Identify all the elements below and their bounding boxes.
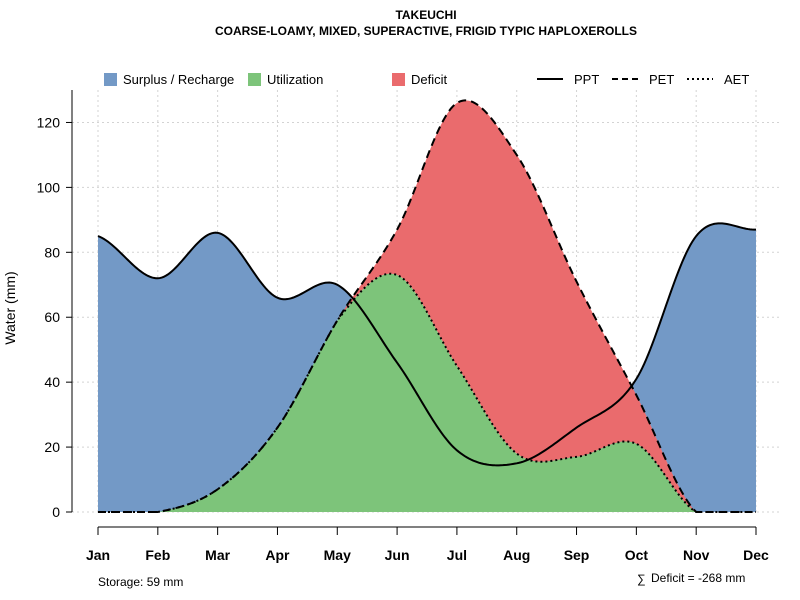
x-tick-label: May [324, 547, 351, 563]
area-deficit [98, 100, 756, 512]
series-line-aet [98, 272, 756, 513]
axis-layer: 0 20 40 60 80 100 120 Jan Feb Mar Apr May Jun Jul Aug S… [37, 90, 769, 563]
area-layer [98, 100, 756, 512]
x-tick-label: Feb [145, 547, 170, 563]
y-tick-label: 100 [37, 179, 61, 195]
legend-swatch-deficit [392, 73, 405, 86]
y-tick-label: 40 [44, 374, 60, 390]
y-tick-label: 80 [44, 244, 60, 260]
x-tick-label: Jan [86, 547, 110, 563]
legend-swatch-surplus [104, 73, 117, 86]
y-tick-label: 120 [37, 114, 61, 130]
legend-label-surplus: Surplus / Recharge [123, 72, 234, 87]
x-tick-label: Jun [385, 547, 410, 563]
x-tick-label: Mar [205, 547, 230, 563]
legend: Surplus / Recharge Utilization Deficit P… [104, 72, 749, 87]
x-tick-label: Oct [625, 547, 649, 563]
x-tick-label: Apr [265, 547, 290, 563]
y-tick-label: 20 [44, 439, 60, 455]
storage-note: Storage: 59 mm [98, 575, 183, 589]
x-tick-label: Jul [447, 547, 467, 563]
chart-subtitle: COARSE-LOAMY, MIXED, SUPERACTIVE, FRIGID… [215, 24, 637, 38]
series-line-pet [98, 99, 756, 513]
legend-label-pet: PET [649, 72, 674, 87]
chart-title: TAKEUCHI [395, 8, 456, 22]
legend-label-utilization: Utilization [267, 72, 323, 87]
y-axis-label: Water (mm) [2, 271, 18, 344]
x-tick-label: Sep [564, 547, 590, 563]
x-tick-label: Aug [503, 547, 530, 563]
y-tick-label: 0 [52, 504, 60, 520]
series-line-ppt [97, 222, 757, 467]
x-tick-label: Nov [683, 547, 710, 563]
legend-swatch-utilization [248, 73, 261, 86]
legend-label-deficit: Deficit [411, 72, 448, 87]
x-tick-label: Dec [743, 547, 769, 563]
y-tick-label: 60 [44, 309, 60, 325]
area-utilization [98, 273, 756, 512]
legend-label-aet: AET [724, 72, 749, 87]
sum-symbol-icon: ∑ [637, 572, 646, 586]
line-layer [97, 99, 757, 513]
deficit-note: Deficit = -268 mm [651, 571, 745, 585]
legend-label-ppt: PPT [574, 72, 599, 87]
